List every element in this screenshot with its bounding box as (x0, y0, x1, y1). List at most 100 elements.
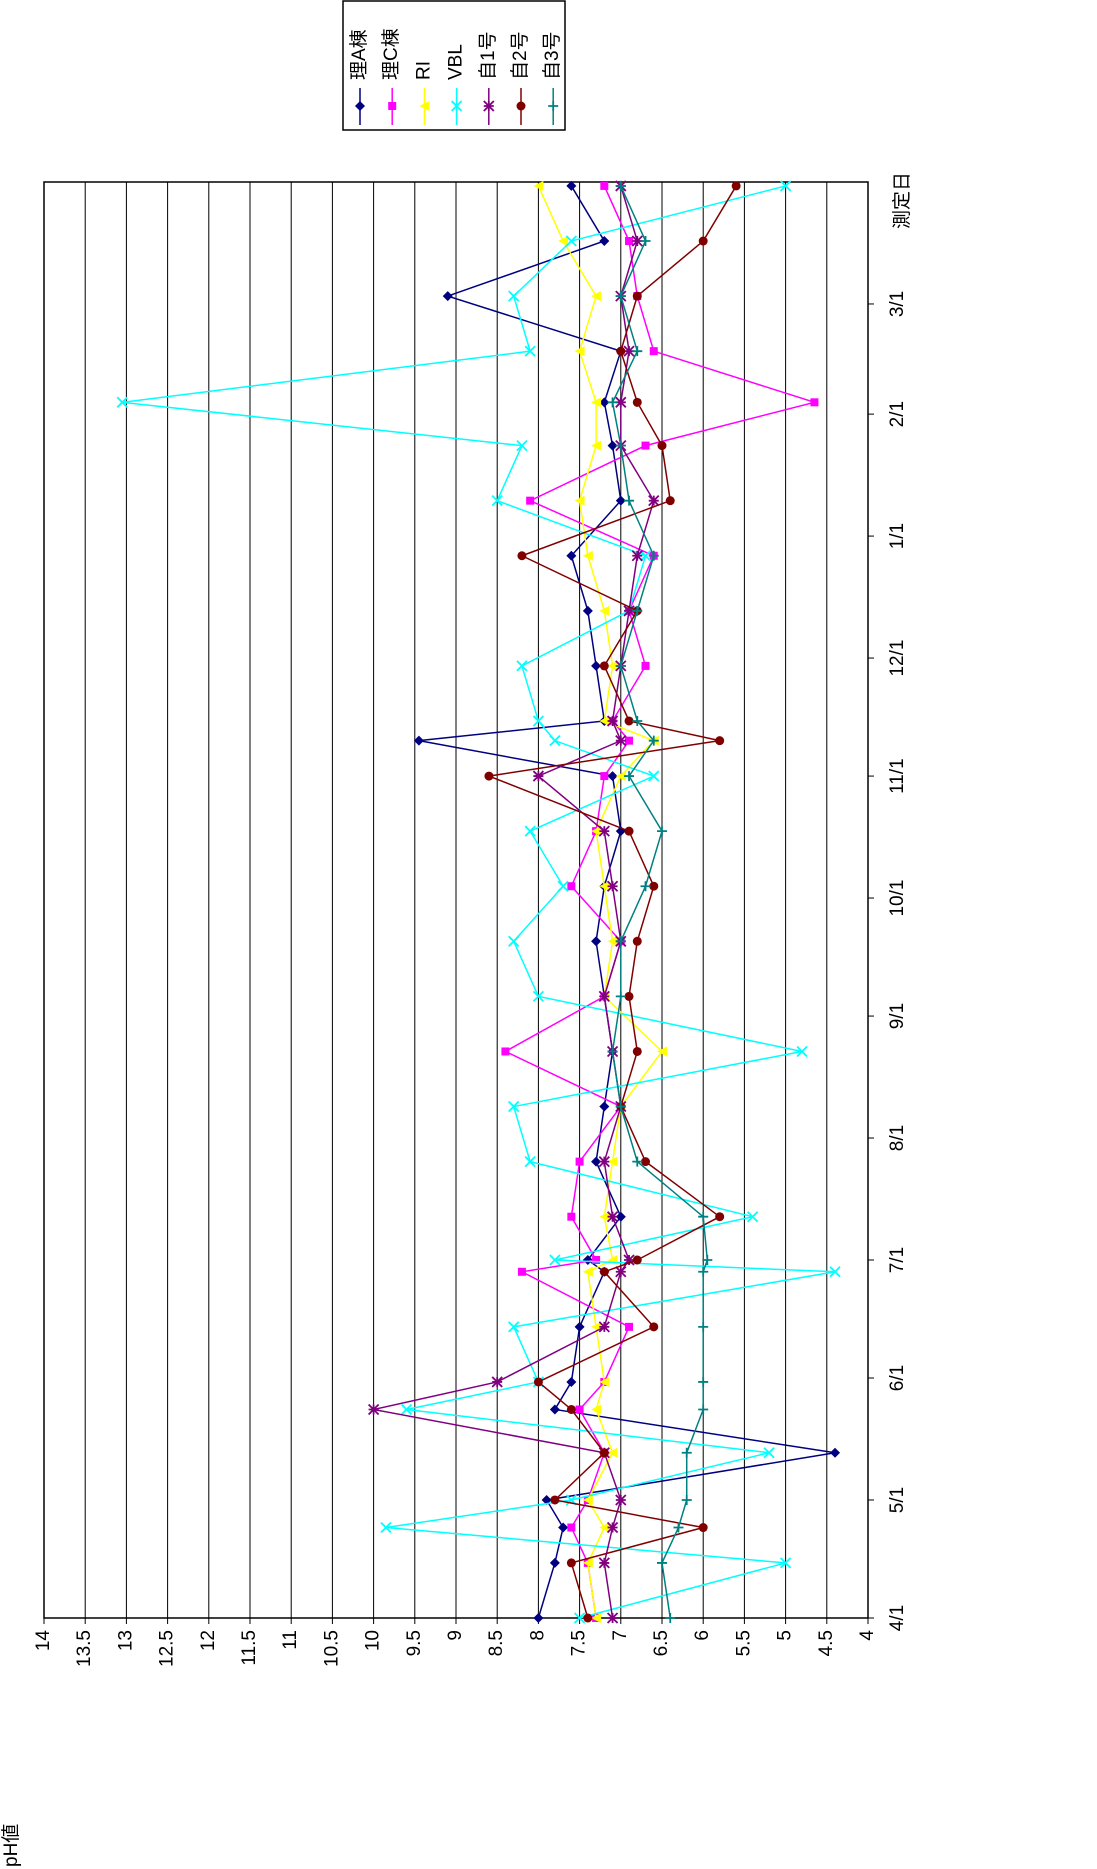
x-tick-label: 11/1 (887, 758, 908, 794)
marker (566, 1376, 577, 1387)
marker (532, 715, 545, 727)
marker (574, 346, 585, 357)
marker (491, 1376, 503, 1388)
marker (715, 1212, 725, 1222)
marker (615, 660, 626, 671)
marker (533, 1613, 544, 1623)
marker (599, 881, 610, 892)
marker (508, 290, 520, 302)
x-tick-label: 2/1 (887, 401, 908, 427)
x-axis-title: 測定日 (891, 172, 913, 229)
marker (632, 291, 642, 301)
marker (532, 770, 545, 782)
y-tick-label: 5 (775, 1630, 796, 1641)
marker (648, 495, 660, 507)
x-tick-label: 4/1 (887, 1605, 908, 1631)
marker (698, 1211, 709, 1222)
marker (649, 881, 659, 891)
marker (632, 936, 642, 946)
marker (541, 1494, 552, 1505)
marker (599, 1376, 610, 1387)
marker (606, 715, 619, 727)
marker (558, 236, 569, 247)
marker (698, 1376, 709, 1387)
marker (591, 1156, 602, 1167)
marker (607, 440, 618, 451)
marker (615, 180, 626, 191)
marker (615, 735, 627, 747)
marker (615, 440, 626, 451)
y-tick-label: 12 (198, 1630, 219, 1651)
marker (599, 661, 609, 671)
marker (598, 1155, 610, 1168)
marker (698, 1321, 709, 1332)
marker (501, 1047, 510, 1056)
marker (607, 1447, 618, 1458)
y-tick-label: 8.5 (486, 1630, 507, 1656)
marker (779, 180, 792, 192)
marker (574, 495, 585, 506)
marker (615, 495, 626, 506)
marker (607, 397, 618, 408)
marker (549, 735, 561, 747)
marker (640, 881, 651, 892)
marker (632, 1046, 642, 1056)
marker (524, 825, 536, 837)
x-tick-label: 12/1 (887, 640, 908, 677)
x-tick-label: 3/1 (887, 291, 908, 317)
marker (615, 1211, 626, 1222)
marker (779, 1557, 792, 1569)
marker (665, 1613, 676, 1623)
marker (632, 1255, 642, 1265)
marker (582, 1266, 593, 1277)
y-tick-label: 9.5 (404, 1630, 425, 1656)
marker (625, 736, 634, 745)
marker (508, 1100, 520, 1113)
marker (698, 1266, 709, 1277)
marker (698, 1523, 708, 1533)
marker (623, 605, 635, 617)
y-tick-label: 11.5 (239, 1630, 260, 1666)
marker (747, 1211, 759, 1223)
marker (517, 551, 527, 561)
marker (615, 936, 626, 947)
y-tick-label: 12.5 (157, 1630, 178, 1667)
marker (632, 605, 643, 616)
marker (508, 1321, 520, 1333)
marker (599, 605, 610, 616)
marker (631, 550, 643, 562)
legend-label: 理C棟 (380, 28, 402, 80)
marker (582, 1557, 593, 1568)
marker (641, 1157, 651, 1167)
marker (641, 661, 650, 670)
marker (810, 398, 819, 407)
y-tick-label: 6.5 (651, 1630, 672, 1656)
marker (830, 1447, 841, 1458)
marker (624, 716, 634, 726)
marker (355, 101, 365, 111)
marker (600, 181, 609, 190)
marker (583, 1613, 593, 1623)
marker (367, 1403, 380, 1416)
marker (574, 1321, 585, 1332)
marker (648, 735, 659, 746)
marker (400, 1403, 413, 1416)
marker (566, 1404, 576, 1414)
marker (598, 1321, 610, 1333)
x-tick-label: 5/1 (887, 1487, 908, 1513)
marker (641, 441, 650, 450)
marker (649, 347, 658, 356)
marker (591, 826, 602, 837)
marker (607, 771, 618, 782)
marker (575, 1157, 584, 1166)
marker (599, 397, 610, 408)
y-tick-label: 8 (527, 1630, 548, 1641)
marker (567, 1523, 576, 1532)
marker (615, 1101, 626, 1112)
marker (606, 1521, 619, 1534)
y-axis-title: pH値 (0, 1824, 22, 1867)
marker (829, 1266, 841, 1278)
marker (648, 550, 659, 561)
marker (483, 100, 495, 112)
marker (615, 1494, 627, 1506)
